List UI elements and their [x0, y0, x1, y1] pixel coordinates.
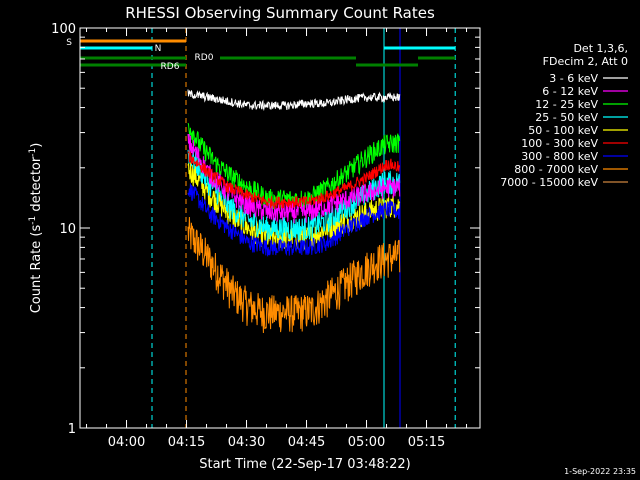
legend-label-12-25-kev: 12 - 25 keV — [535, 98, 598, 111]
y-axis-label-part2: detector — [29, 156, 44, 216]
observing-flags: S N RD0 RD6 — [66, 38, 456, 72]
y-tick-label-100: 100 — [51, 22, 76, 37]
x-tick-label-04-15: 04:15 — [168, 435, 205, 450]
y-axis-label-sup2: -1 — [28, 148, 38, 157]
x-tick-label-04-30: 04:30 — [228, 435, 265, 450]
x-axis-label: Start Time (22-Sep-17 03:48:22) — [199, 457, 410, 472]
x-tick-label-05-15: 05:15 — [408, 435, 445, 450]
flag-label-rd6: RD6 — [161, 62, 180, 72]
y-tick-label-1: 1 — [68, 422, 76, 437]
x-tick-label-04-00: 04:00 — [108, 435, 145, 450]
y-axis-ticks: 1 10 100 — [51, 22, 480, 437]
flag-label-s: S — [66, 38, 72, 48]
series-line-3-6-kev — [187, 89, 401, 112]
legend-label-6-12-kev: 6 - 12 keV — [542, 85, 598, 98]
legend-label-7000-15000-kev: 7000 - 15000 keV — [500, 176, 598, 189]
chart-title: RHESSI Observing Summary Count Rates — [125, 4, 435, 22]
series-lines — [187, 89, 401, 334]
flag-label-rd0: RD0 — [195, 53, 214, 63]
legend-label-100-300-kev: 100 - 300 keV — [521, 137, 598, 150]
series-line-100-300-kev — [187, 150, 401, 210]
x-tick-label-04-45: 04:45 — [288, 435, 325, 450]
legend-header-line1: Det 1,3,6, — [573, 42, 628, 55]
legend-header-line2: FDecim 2, Att 0 — [543, 55, 628, 68]
legend-label-800-7000-kev: 800 - 7000 keV — [514, 163, 598, 176]
legend-label-300-800-kev: 300 - 800 keV — [521, 150, 598, 163]
y-tick-label-10: 10 — [59, 222, 76, 237]
x-tick-label-05-00: 05:00 — [348, 435, 385, 450]
y-axis-label-sup1: -1 — [28, 216, 38, 225]
flag-label-n: N — [155, 44, 162, 54]
y-axis-label: Count Rate (s-1 detector-1) — [28, 143, 44, 314]
generation-timestamp: 1-Sep-2022 23:35 — [564, 467, 636, 476]
series-line-300-800-kev — [187, 183, 401, 257]
series-line-6-12-kev — [187, 133, 401, 224]
legend-label-25-50-kev: 25 - 50 keV — [535, 111, 598, 124]
series-line-800-7000-kev — [187, 216, 401, 334]
y-axis-label-part3: ) — [29, 143, 44, 148]
y-axis-label-part1: Count Rate (s — [29, 225, 44, 314]
x-axis-ticks: 04:00 04:15 04:30 04:45 05:00 05:15 — [86, 28, 468, 450]
legend-label-3-6-kev: 3 - 6 keV — [549, 72, 598, 85]
legend-label-50-100-kev: 50 - 100 keV — [528, 124, 598, 137]
